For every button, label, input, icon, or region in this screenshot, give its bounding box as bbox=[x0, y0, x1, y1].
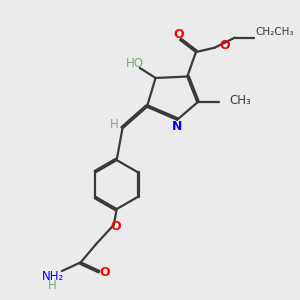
Text: H: H bbox=[110, 118, 119, 131]
Text: N: N bbox=[172, 120, 182, 133]
Text: O: O bbox=[219, 39, 230, 52]
Text: O: O bbox=[99, 266, 110, 279]
Text: NH₂: NH₂ bbox=[42, 270, 64, 283]
Text: O: O bbox=[173, 28, 184, 41]
Text: O: O bbox=[110, 220, 121, 233]
Text: CH₂CH₃: CH₂CH₃ bbox=[256, 27, 294, 37]
Text: HO: HO bbox=[126, 57, 144, 70]
Text: H: H bbox=[47, 279, 56, 292]
Text: CH₃: CH₃ bbox=[229, 94, 251, 107]
